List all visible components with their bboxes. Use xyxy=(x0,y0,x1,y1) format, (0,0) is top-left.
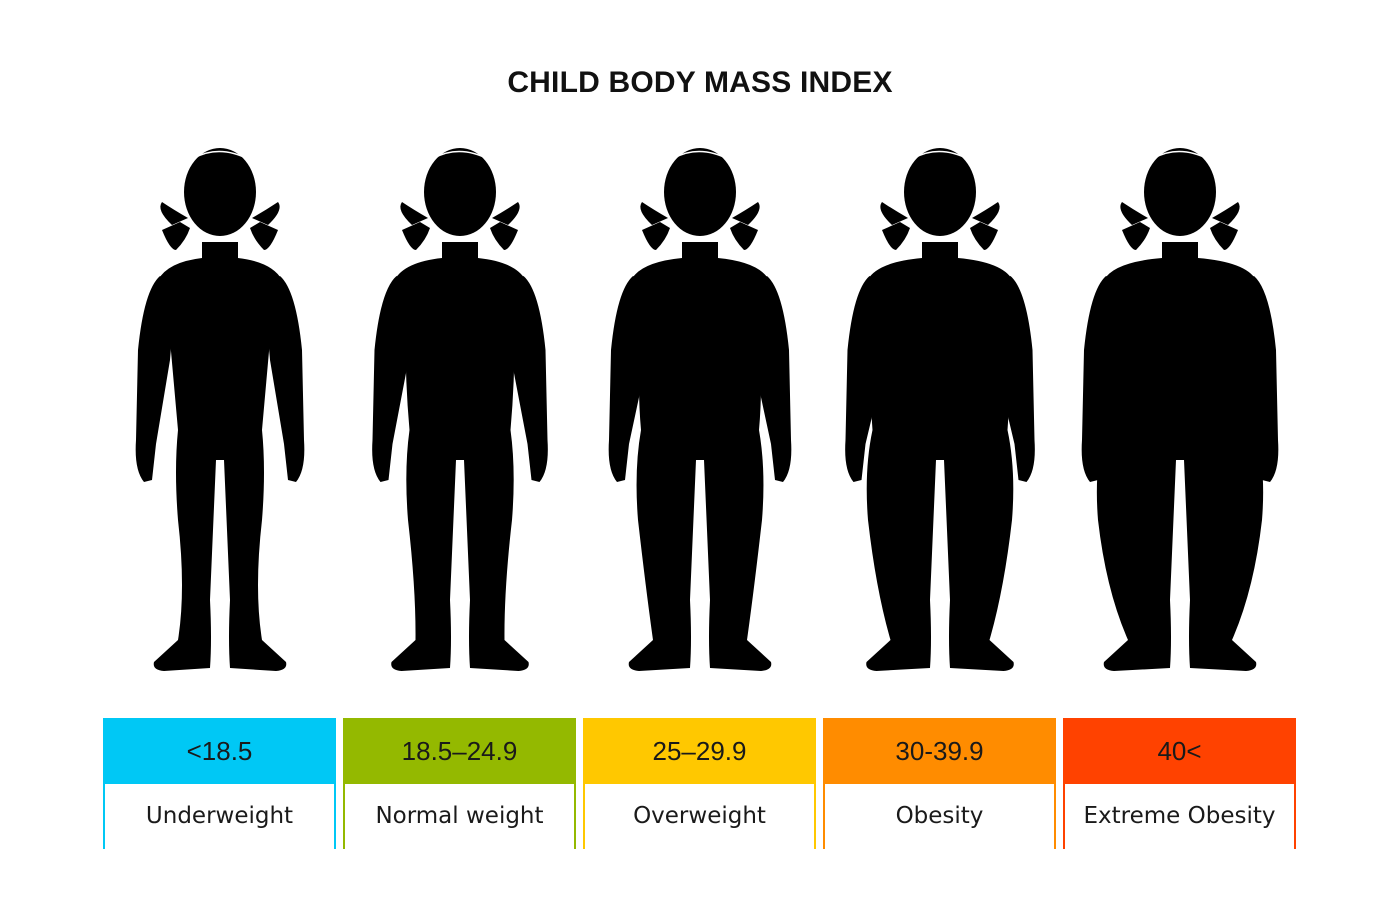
silhouette-normal-weight xyxy=(340,140,580,680)
girl-silhouette-icon xyxy=(608,148,792,671)
bmi-category-label: Obesity xyxy=(825,782,1054,849)
page-title: CHILD BODY MASS INDEX xyxy=(507,66,893,99)
girl-silhouette-icon xyxy=(372,148,548,671)
bmi-card-extreme-obesity: 40< Extreme Obesity xyxy=(1063,718,1296,849)
silhouette-underweight xyxy=(100,140,340,680)
girl-silhouette-icon xyxy=(845,148,1035,671)
bmi-category-label: Underweight xyxy=(105,782,334,849)
bmi-card-normal-weight: 18.5–24.9 Normal weight xyxy=(343,718,576,849)
bmi-range: 25–29.9 xyxy=(585,720,814,782)
bmi-card-overweight: 25–29.9 Overweight xyxy=(583,718,816,849)
bmi-category-label: Overweight xyxy=(585,782,814,849)
silhouette-extreme-obesity xyxy=(1060,140,1300,680)
bmi-category-label: Normal weight xyxy=(345,782,574,849)
bmi-range: 30-39.9 xyxy=(825,720,1054,782)
bmi-range: 40< xyxy=(1065,720,1294,782)
bmi-category-label: Extreme Obesity xyxy=(1065,782,1294,849)
silhouette-overweight xyxy=(580,140,820,680)
bmi-range: <18.5 xyxy=(105,720,334,782)
bmi-card-obesity: 30-39.9 Obesity xyxy=(823,718,1056,849)
girl-silhouette-icon xyxy=(1081,148,1279,671)
bmi-range: 18.5–24.9 xyxy=(345,720,574,782)
silhouette-obesity xyxy=(820,140,1060,680)
girl-silhouette-icon xyxy=(135,148,305,671)
silhouette-row xyxy=(0,140,1400,680)
bmi-card-underweight: <18.5 Underweight xyxy=(103,718,336,849)
